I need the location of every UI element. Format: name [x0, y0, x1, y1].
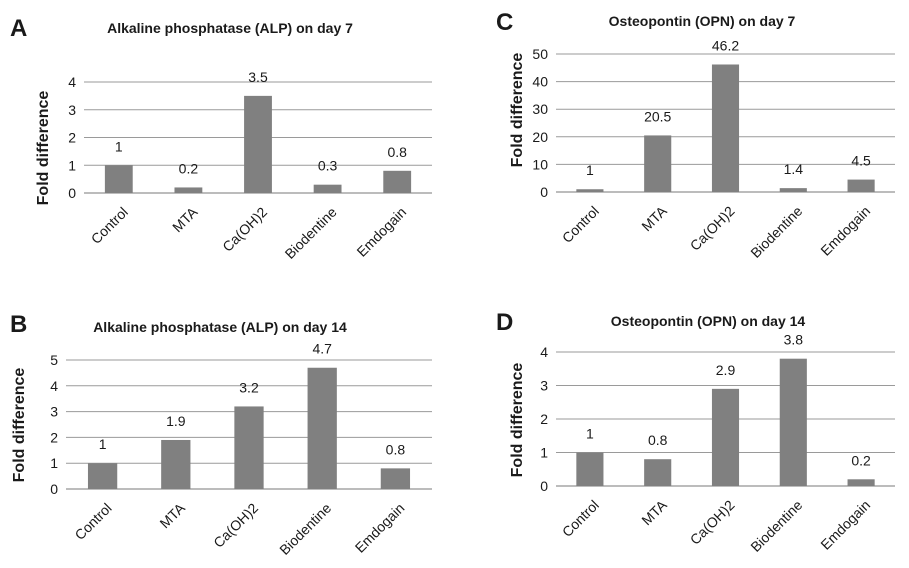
y-tick-label: 5	[50, 352, 58, 368]
x-tick-label: MTA	[638, 202, 670, 234]
data-label: 1	[115, 138, 123, 154]
data-label: 0.8	[648, 432, 668, 448]
bar	[576, 452, 604, 486]
x-tick-label: Biodentine	[282, 204, 340, 262]
data-label: 1	[99, 436, 107, 452]
x-tick-label: Control	[559, 203, 602, 246]
chart-title: Osteopontin (OPN) on day 14	[611, 313, 806, 329]
bar	[711, 388, 740, 486]
chart-panel-d: D Osteopontin (OPN) on day 14 Fold diffe…	[496, 309, 895, 555]
bar	[161, 439, 191, 489]
panel-letter: A	[10, 15, 27, 42]
y-tick-label: 3	[68, 102, 76, 118]
x-tick-label: MTA	[169, 203, 201, 235]
panel-letter: C	[496, 9, 513, 36]
x-tick-label: Emdogain	[353, 204, 409, 260]
bar	[576, 189, 604, 192]
chart-panel-b: B Alkaline phosphatase (ALP) on day 14 F…	[10, 311, 432, 558]
y-tick-label: 1	[50, 455, 58, 471]
y-tick-label: 3	[50, 404, 58, 420]
x-tick-label: MTA	[638, 496, 670, 528]
bar	[313, 184, 342, 193]
y-tick-label: 4	[50, 378, 58, 394]
chart-panel-a: A Alkaline phosphatase (ALP) on day 7 Fo…	[10, 15, 432, 262]
data-label: 0.2	[179, 160, 199, 176]
bar	[174, 187, 203, 193]
panel-letter: B	[10, 311, 27, 338]
bar	[779, 188, 807, 192]
bar	[383, 170, 412, 193]
bar	[847, 479, 875, 486]
data-label: 3.5	[248, 69, 268, 85]
y-tick-label: 20	[532, 129, 548, 145]
bar	[644, 459, 672, 486]
data-label: 2.9	[716, 362, 736, 378]
y-tick-label: 40	[532, 74, 548, 90]
x-tick-label: MTA	[156, 499, 188, 531]
data-label: 1.4	[784, 161, 804, 177]
x-tick-label: Biodentine	[276, 500, 334, 558]
bar	[847, 179, 875, 192]
chart-title: Osteopontin (OPN) on day 7	[609, 13, 796, 29]
bar	[244, 95, 272, 193]
x-tick-label: Control	[88, 204, 131, 247]
chart-title: Alkaline phosphatase (ALP) on day 14	[93, 319, 347, 335]
y-tick-label: 1	[540, 445, 548, 461]
data-label: 0.8	[386, 441, 406, 457]
y-tick-label: 1	[68, 157, 76, 173]
bar	[779, 358, 807, 486]
x-tick-label: Ca(OH)2	[687, 203, 738, 254]
x-tick-label: Emdogain	[352, 500, 408, 556]
data-label: 0.2	[851, 452, 871, 468]
bar	[87, 463, 118, 489]
y-tick-label: 0	[68, 185, 76, 201]
x-tick-label: Ca(OH)2	[219, 204, 270, 255]
data-label: 46.2	[712, 37, 739, 53]
bar	[234, 406, 264, 489]
data-label: 3.2	[239, 379, 259, 395]
x-tick-label: Control	[559, 497, 602, 540]
data-label: 4.5	[851, 153, 871, 169]
data-label: 20.5	[644, 108, 671, 124]
x-tick-label: Control	[71, 500, 114, 543]
x-tick-label: Emdogain	[817, 497, 873, 553]
x-tick-label: Ca(OH)2	[687, 497, 738, 548]
y-tick-label: 4	[540, 344, 548, 360]
data-label: 1	[586, 162, 594, 178]
y-axis-label: Fold difference	[11, 368, 28, 483]
x-tick-label: Ca(OH)2	[210, 500, 261, 551]
bar	[711, 64, 740, 192]
y-tick-label: 30	[532, 101, 548, 117]
y-axis-label: Fold difference	[509, 53, 526, 168]
y-tick-label: 0	[540, 184, 548, 200]
x-tick-label: Biodentine	[747, 497, 805, 555]
y-tick-label: 3	[540, 378, 548, 394]
bar	[380, 468, 411, 489]
bar	[307, 367, 337, 489]
y-tick-label: 4	[68, 74, 76, 90]
y-axis-label: Fold difference	[35, 91, 52, 206]
chart-title: Alkaline phosphatase (ALP) on day 7	[107, 20, 353, 36]
y-tick-label: 2	[50, 429, 58, 445]
data-label: 1.9	[166, 413, 186, 429]
data-label: 4.7	[312, 341, 332, 357]
y-tick-label: 2	[540, 411, 548, 427]
panel-letter: D	[496, 309, 513, 336]
data-label: 0.3	[318, 158, 338, 174]
y-tick-label: 0	[50, 481, 58, 497]
data-label: 3.8	[784, 332, 804, 348]
y-tick-label: 0	[540, 478, 548, 494]
bar	[644, 135, 672, 192]
chart-panel-c: C Osteopontin (OPN) on day 7 Fold differ…	[496, 9, 895, 261]
data-label: 0.8	[387, 144, 407, 160]
x-tick-label: Biodentine	[747, 203, 805, 261]
y-tick-label: 10	[532, 156, 548, 172]
y-tick-label: 2	[68, 130, 76, 146]
y-tick-label: 50	[532, 46, 548, 62]
y-axis-label: Fold difference	[509, 363, 526, 478]
data-label: 1	[586, 426, 594, 442]
bar	[104, 165, 133, 193]
x-tick-label: Emdogain	[817, 203, 873, 259]
